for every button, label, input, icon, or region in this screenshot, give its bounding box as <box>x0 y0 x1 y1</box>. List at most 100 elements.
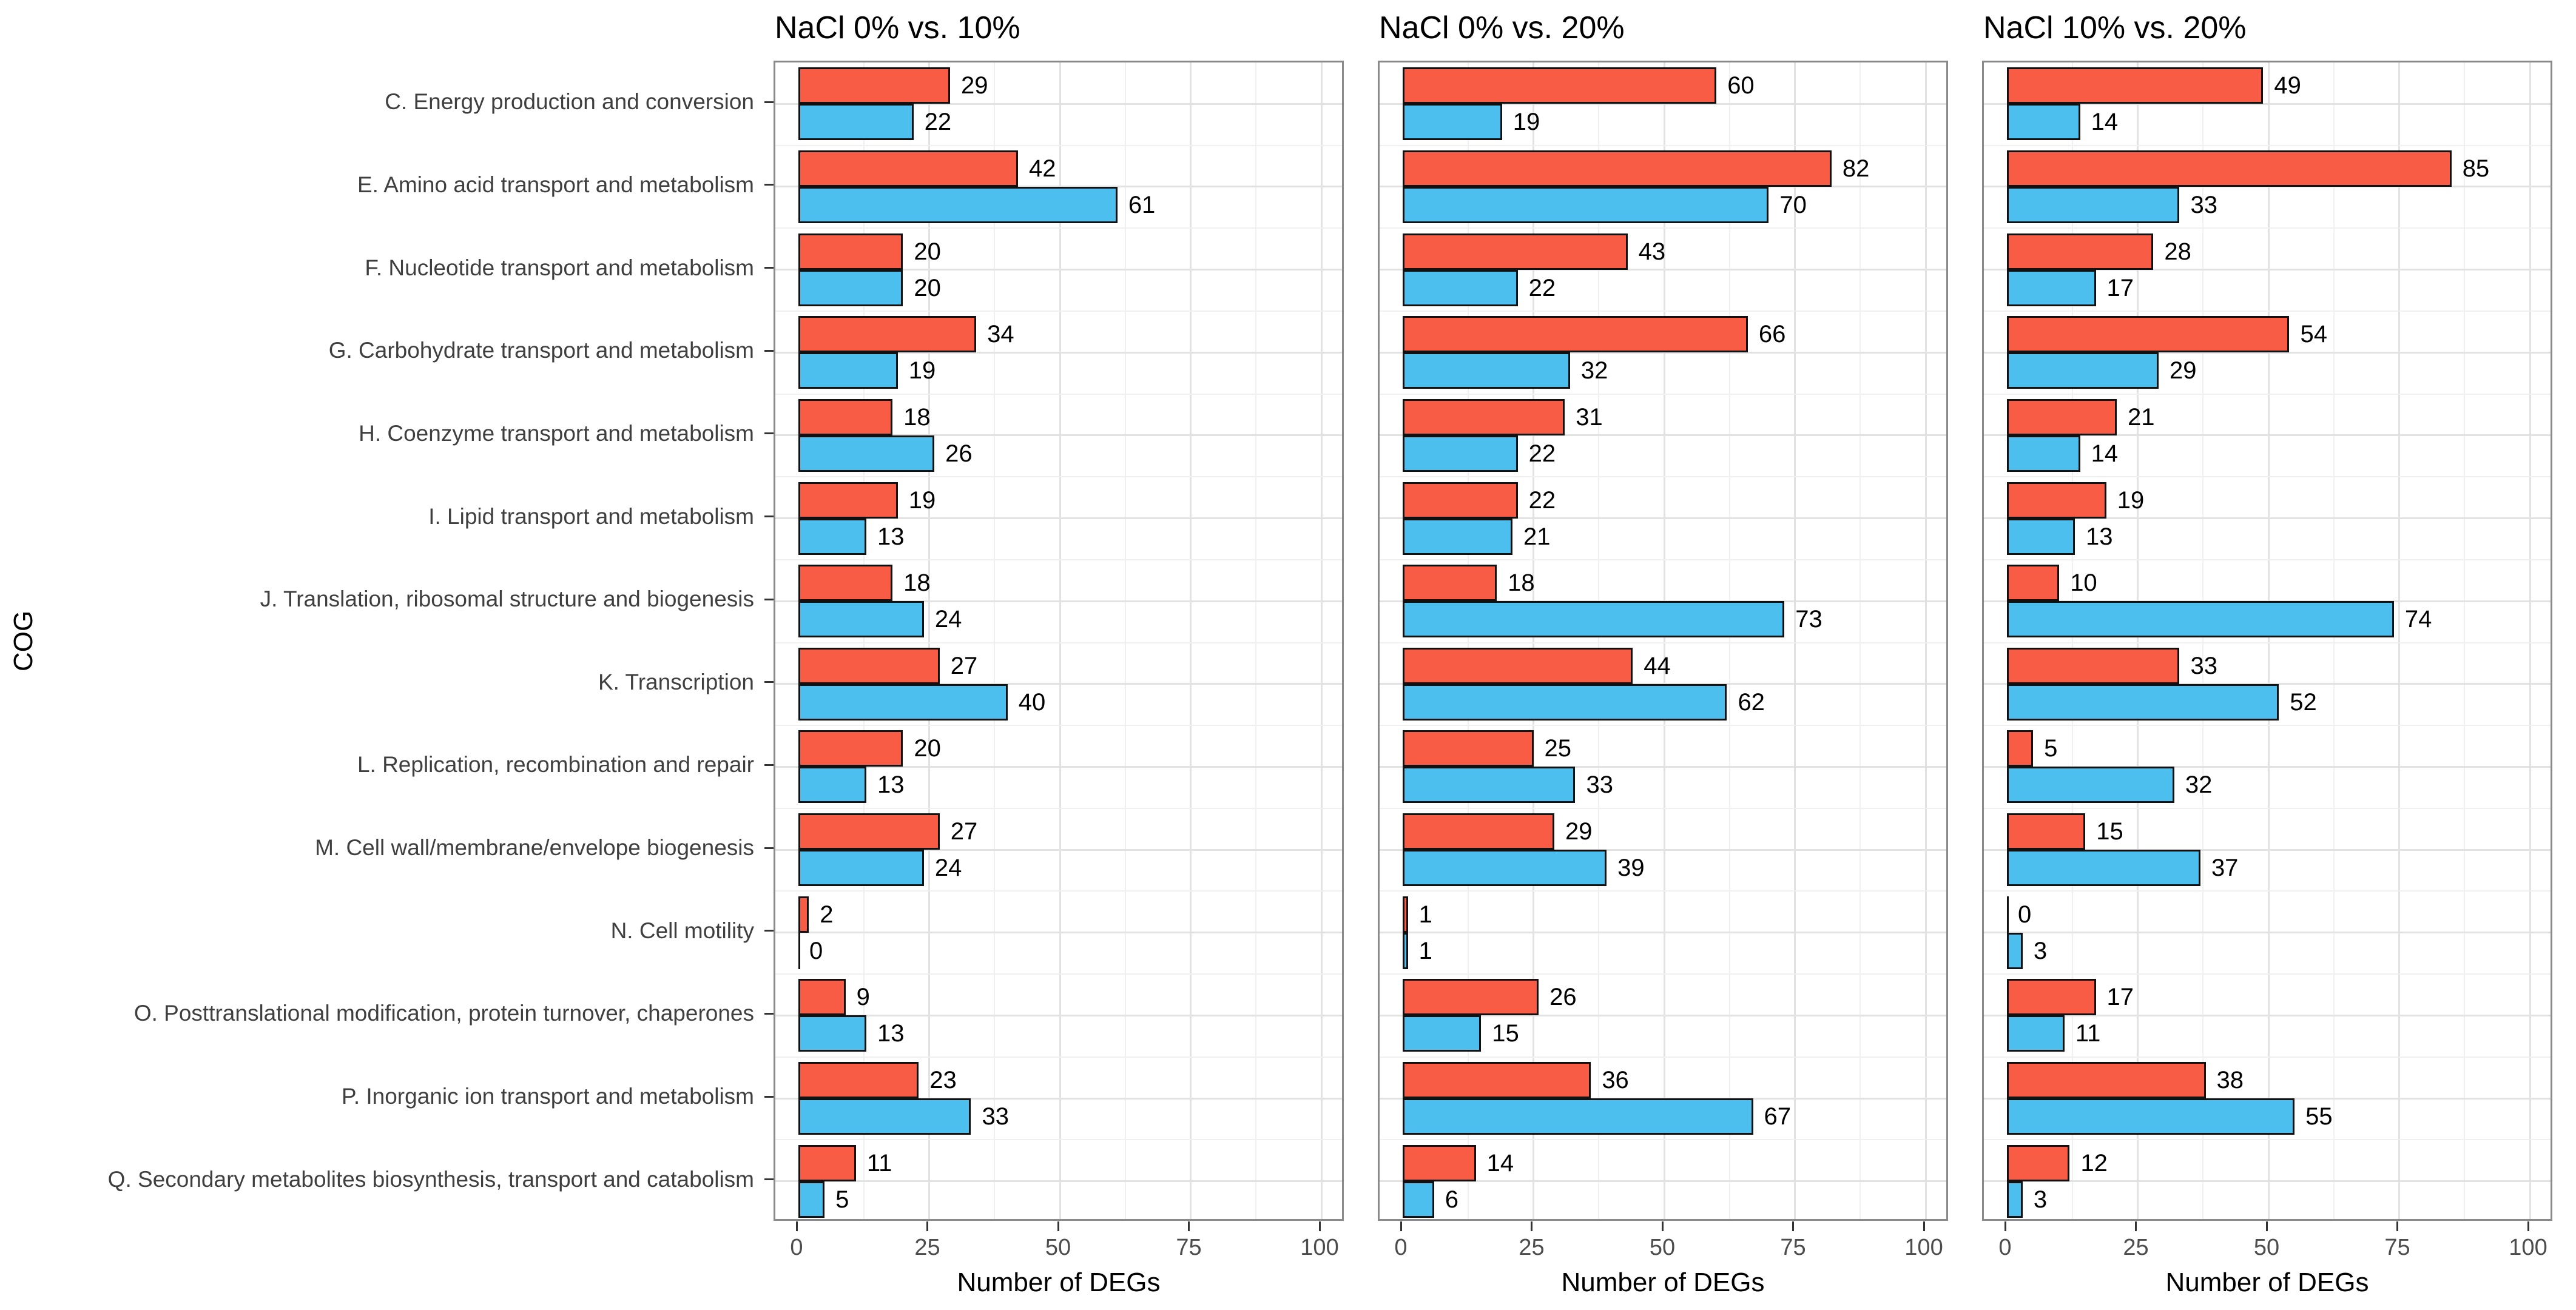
gridline-horizontal-minor <box>775 807 1342 809</box>
gridline-horizontal-major <box>775 269 1342 271</box>
category-label: M. Cell wall/membrane/envelope biogenesi… <box>315 835 754 861</box>
bar-red <box>2007 150 2452 187</box>
bar-blue <box>1403 186 1769 223</box>
bar-value-label: 39 <box>1617 855 1645 882</box>
gridline-horizontal-minor <box>1380 642 1946 643</box>
gridline-horizontal-minor <box>1984 973 2551 975</box>
bar-value-label: 17 <box>2106 984 2134 1011</box>
gridline-horizontal-major <box>775 600 1342 602</box>
bar-red <box>2007 67 2264 104</box>
y-axis-tick-mark <box>764 1095 774 1098</box>
x-axis-tick-label: 50 <box>1649 1235 1676 1260</box>
bar-value-label: 74 <box>2404 606 2432 633</box>
bar-value-label: 29 <box>1565 818 1593 845</box>
gridline-horizontal-minor <box>1380 973 1946 975</box>
bar-value-label: 0 <box>2018 901 2032 928</box>
gridline-horizontal-major <box>775 683 1342 685</box>
bar-blue <box>1403 518 1513 555</box>
bar-blue <box>1403 1098 1753 1135</box>
bar-blue <box>2007 601 2394 638</box>
bar-value-label: 21 <box>2128 403 2155 431</box>
bar-value-label: 15 <box>2096 818 2123 845</box>
gridline-vertical-major <box>1320 62 1323 1219</box>
bar-red <box>1403 1062 1591 1099</box>
bar-value-label: 18 <box>1508 569 1535 597</box>
gridline-horizontal-major <box>1984 1180 2551 1183</box>
bar-value-label: 20 <box>914 735 941 762</box>
gridline-horizontal-major <box>1380 434 1946 437</box>
gridline-vertical-minor <box>2333 62 2335 1219</box>
gridline-horizontal-major <box>1984 351 2551 354</box>
y-axis-tick-mark <box>764 516 774 518</box>
bar-value-label: 49 <box>2274 72 2301 99</box>
bar-value-label: 82 <box>1842 155 1870 182</box>
gridline-horizontal-major <box>1380 765 1946 768</box>
gridline-horizontal-major <box>1380 269 1946 271</box>
gridline-horizontal-major <box>775 765 1342 768</box>
bar-blue <box>798 684 1008 720</box>
bar-blue <box>1403 269 1518 306</box>
x-axis-tick-mark <box>2527 1221 2529 1231</box>
bar-blue <box>1403 684 1727 720</box>
gridline-horizontal-minor <box>775 725 1342 727</box>
plot-panel-nacl-0-vs-20: 60 19 82 70 43 22 66 32 31 22 22 21 18 73 44 62 25 33 29 39… <box>1378 61 1948 1221</box>
category-label: O. Posttranslational modification, prote… <box>133 1001 754 1026</box>
bar-blue <box>1403 601 1785 638</box>
bar-value-label: 10 <box>2070 569 2097 597</box>
gridline-horizontal-minor <box>775 144 1342 146</box>
gridline-vertical-minor <box>1124 62 1126 1219</box>
x-axis-tick-mark <box>1792 1221 1794 1231</box>
x-axis-tick-mark <box>795 1221 798 1231</box>
bar-red <box>1403 398 1565 435</box>
bar-value-label: 9 <box>856 984 870 1011</box>
x-axis-tick-mark <box>1923 1221 1925 1231</box>
bar-blue <box>2007 435 2080 472</box>
bar-red <box>2007 398 2117 435</box>
bar-value-label: 14 <box>1486 1149 1514 1177</box>
bar-value-label: 26 <box>945 440 973 467</box>
bar-blue <box>2007 518 2075 555</box>
bar-value-label: 44 <box>1644 652 1671 679</box>
gridline-vertical-minor <box>1467 62 1469 1219</box>
bar-red <box>798 1062 919 1099</box>
gridline-vertical-minor <box>1255 62 1257 1219</box>
bar-red <box>798 647 940 684</box>
bar-blue <box>1403 104 1502 141</box>
x-axis-tick-mark <box>2004 1221 2006 1231</box>
bar-red <box>798 398 893 435</box>
bar-value-label: 13 <box>877 523 905 550</box>
bar-red <box>1403 233 1628 270</box>
gridline-horizontal-minor <box>775 1139 1342 1141</box>
x-axis-tick-label: 100 <box>1904 1235 1943 1260</box>
gridline-horizontal-minor <box>1380 310 1946 312</box>
bar-value-label: 22 <box>1528 486 1556 514</box>
gridline-horizontal-minor <box>1984 559 2551 560</box>
panel-title-nacl-10-vs-20: NaCl 10% vs. 20% <box>1983 10 2247 45</box>
bar-value-label: 33 <box>982 1103 1009 1130</box>
gridline-vertical-minor <box>2202 62 2204 1219</box>
bar-value-label: 13 <box>877 771 905 799</box>
category-label: J. Translation, ribosomal structure and … <box>260 586 754 612</box>
bar-value-label: 18 <box>903 403 931 431</box>
bar-red <box>2007 647 2180 684</box>
y-axis-tick-mark <box>764 598 774 600</box>
gridline-horizontal-minor <box>775 973 1342 975</box>
bar-blue <box>798 269 903 306</box>
bar-blue <box>2007 104 2080 141</box>
bar-value-label: 54 <box>2300 321 2327 348</box>
bar-red <box>798 1144 856 1181</box>
bar-blue <box>798 767 867 804</box>
gridline-horizontal-minor <box>775 890 1342 892</box>
gridline-horizontal-major <box>1380 351 1946 354</box>
gridline-horizontal-major <box>1380 102 1946 105</box>
gridline-horizontal-major <box>775 1097 1342 1100</box>
bar-red <box>2007 813 2086 850</box>
bar-blue <box>2007 850 2200 887</box>
bar-blue <box>798 1098 971 1135</box>
category-label: E. Amino acid transport and metabolism <box>357 172 754 197</box>
x-axis-tick-mark <box>2396 1221 2398 1231</box>
bar-red <box>1403 67 1717 104</box>
gridline-vertical-minor <box>994 62 996 1219</box>
bar-value-label: 5 <box>2044 735 2058 762</box>
